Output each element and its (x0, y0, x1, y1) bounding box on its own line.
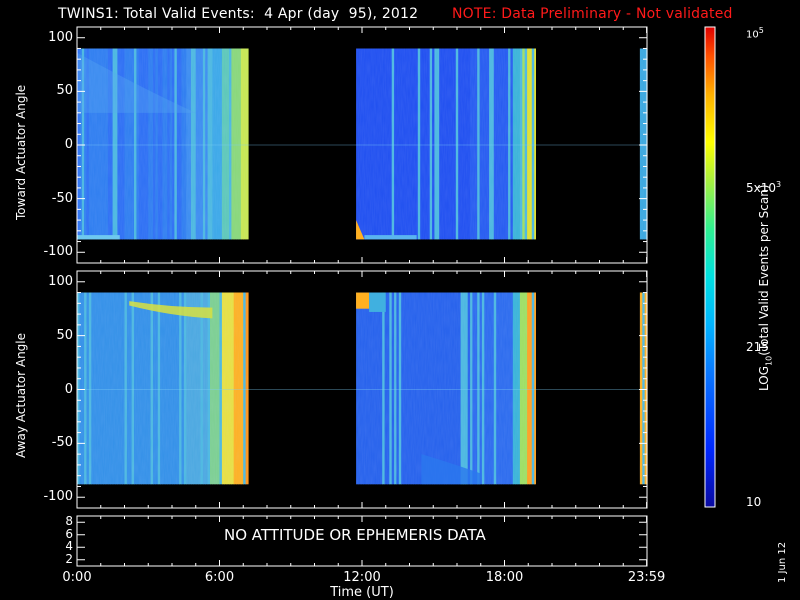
y-tick-label: 2 (65, 551, 73, 566)
no-data-message: NO ATTITUDE OR EPHEMERIS DATA (224, 526, 486, 544)
middle-heatmap (77, 292, 648, 485)
colorbar (704, 26, 716, 508)
heatmap-feature (356, 220, 365, 240)
x-axis-label: Time (UT) (330, 585, 394, 600)
y-tick-label: 0 (64, 381, 73, 397)
heatmap-feature (356, 292, 370, 309)
colorbar-label-log: LOG (757, 365, 771, 391)
x-tick-label: 6:00 (204, 570, 235, 585)
colorbar-tick-5e3: 5x103 (746, 180, 781, 195)
y-tick-label: 8 (65, 514, 73, 529)
colorbar-tick-1e5: 105 (746, 26, 764, 40)
x-tick-label: 18:00 (485, 570, 524, 585)
colorbar-tick-215: 215 (746, 340, 769, 354)
y-tick-label: 6 (65, 526, 73, 541)
heatmap-texture (356, 292, 536, 485)
heatmap-texture (639, 48, 647, 240)
y-tick-label: -100 (43, 244, 73, 260)
chart-title: TWINS1: Total Valid Events: 4 Apr (day 9… (58, 6, 419, 22)
y-tick-label: -50 (51, 435, 73, 451)
heatmap-feature (369, 292, 386, 312)
y-tick-label: 100 (48, 273, 73, 289)
heatmap-texture (77, 48, 248, 240)
colorbar-label-rest: (Total Valid Events per Scan) (757, 184, 771, 356)
heatmap-texture (356, 48, 536, 240)
heatmap-texture (639, 292, 647, 485)
colorbar-tick-1e5-base: 10 (746, 29, 759, 41)
colorbar-label: LOG10(Total Valid Events per Scan) (757, 184, 773, 391)
colorbar-tick-5e3-base: 5x10 (746, 181, 777, 195)
y-tick-label: 50 (56, 83, 73, 99)
y-tick-label: -100 (43, 489, 73, 505)
datestamp: 1 Jun 12 (777, 541, 788, 583)
heatmap-texture (77, 292, 248, 485)
heatmap-feature (129, 301, 213, 319)
top-heatmap (77, 48, 648, 240)
y-tick-label: -50 (51, 190, 73, 206)
colorbar-tick-1e5-exp: 5 (758, 26, 764, 35)
heatmap-feature (421, 454, 481, 485)
y-tick-label: 100 (48, 29, 73, 45)
preliminary-note: NOTE: Data Preliminary - Not validated (452, 6, 733, 22)
x-tick-label: 0:00 (62, 570, 92, 585)
heatmap-feature (77, 52, 196, 113)
middle-panel-ylabel: Away Actuator Angle (14, 332, 28, 458)
y-tick-label: 4 (65, 539, 73, 554)
top-panel-ylabel: Toward Actuator Angle (14, 84, 28, 220)
x-tick-label: 23:59 (627, 570, 666, 585)
x-tick-label: 12:00 (343, 570, 381, 585)
heatmap-feature (77, 235, 120, 240)
colorbar-tick-10: 10 (746, 495, 762, 509)
colorbar-label-sub: 10 (764, 355, 774, 366)
y-tick-label: 50 (56, 327, 73, 343)
colorbar-tick-5e3-exp: 3 (776, 180, 782, 189)
y-tick-label: 0 (64, 137, 73, 152)
heatmap-feature (364, 235, 417, 240)
